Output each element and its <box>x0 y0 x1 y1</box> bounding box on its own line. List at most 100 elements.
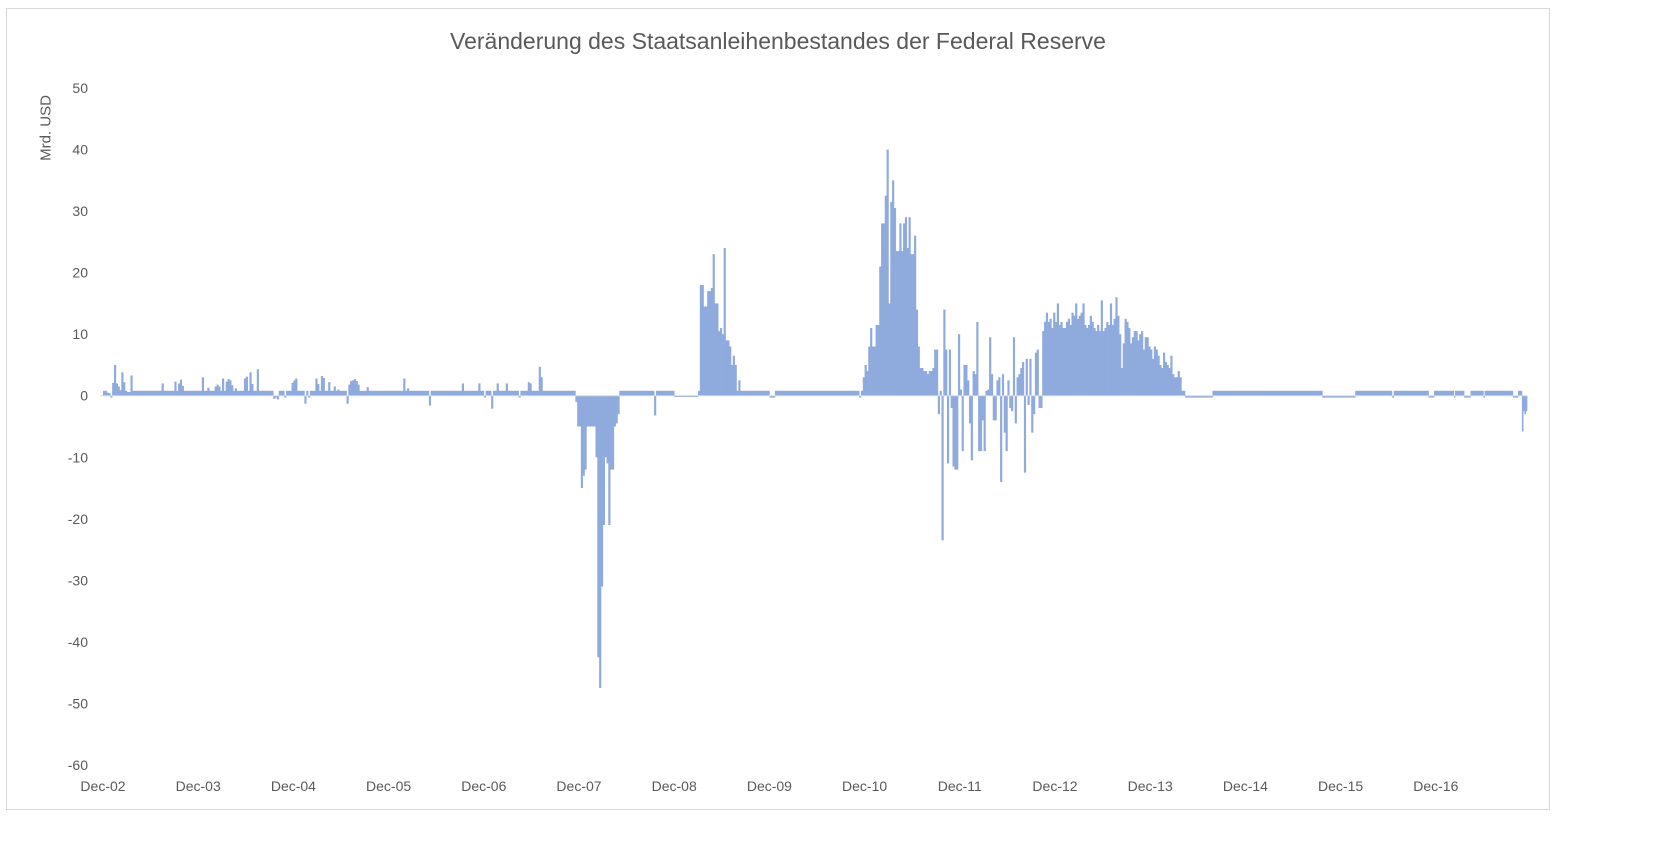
bar <box>1075 303 1078 396</box>
bar <box>593 395 596 427</box>
bar <box>1256 390 1259 396</box>
bar <box>1261 390 1265 396</box>
bar <box>807 390 811 396</box>
bar <box>860 390 864 396</box>
bar <box>749 390 752 396</box>
bar <box>815 390 818 396</box>
bar <box>198 390 201 396</box>
bar <box>1362 390 1365 396</box>
bar <box>619 390 622 396</box>
bar <box>864 364 867 396</box>
bar <box>635 390 638 396</box>
bar <box>458 390 461 396</box>
bar <box>1506 390 1509 396</box>
bar <box>1104 328 1107 396</box>
bar <box>577 395 580 427</box>
bar <box>780 390 783 396</box>
bar <box>302 390 305 396</box>
bar <box>546 390 549 396</box>
bar <box>1521 395 1524 432</box>
bar <box>1045 312 1049 396</box>
bar <box>817 390 820 396</box>
bar <box>910 254 913 396</box>
bar <box>1049 318 1052 396</box>
bar <box>608 395 611 525</box>
bar <box>762 390 765 396</box>
bar <box>1388 390 1391 396</box>
bar <box>450 390 454 396</box>
bar <box>1078 315 1081 396</box>
bar <box>516 390 519 396</box>
bar <box>507 390 510 396</box>
bar <box>183 390 186 396</box>
bar <box>1009 395 1012 409</box>
bar <box>156 390 159 396</box>
bar <box>879 266 882 396</box>
bar <box>1228 390 1232 396</box>
bar <box>308 395 311 398</box>
bar <box>163 390 166 396</box>
bar <box>278 390 281 396</box>
bar <box>304 395 307 404</box>
bar <box>690 395 693 397</box>
bar <box>1241 390 1244 396</box>
bar <box>705 306 708 396</box>
bar <box>665 390 668 396</box>
bar <box>403 378 406 396</box>
bar <box>483 395 486 398</box>
bar <box>1461 390 1464 396</box>
bar <box>624 390 627 396</box>
bar <box>549 390 552 396</box>
bar <box>1380 390 1384 396</box>
bar <box>1210 395 1213 398</box>
bar <box>243 378 247 396</box>
bar <box>1515 395 1518 398</box>
bar <box>1410 390 1413 396</box>
bar <box>1184 395 1188 398</box>
bar <box>892 180 895 396</box>
bar <box>536 390 540 396</box>
bar <box>1044 321 1047 396</box>
bar <box>685 395 688 397</box>
bar <box>1324 395 1327 398</box>
bar <box>989 337 992 396</box>
bar <box>1467 395 1470 398</box>
bar <box>1366 390 1369 396</box>
bar <box>531 390 534 396</box>
bar <box>727 340 730 396</box>
bar <box>491 395 494 409</box>
bar <box>1029 358 1032 396</box>
bar <box>740 390 743 396</box>
chart-area <box>6 8 1550 810</box>
bar <box>778 390 781 396</box>
bar <box>588 395 591 427</box>
bar <box>1469 395 1471 398</box>
bar <box>284 395 287 398</box>
bar <box>688 395 692 397</box>
x-tick-label: Dec-12 <box>1032 778 1077 794</box>
bar <box>1519 390 1521 396</box>
bar <box>611 395 615 470</box>
x-tick-label: Dec-15 <box>1318 778 1363 794</box>
bar <box>959 389 962 396</box>
bar <box>134 390 137 396</box>
bar <box>890 201 893 396</box>
bar <box>873 346 876 396</box>
bar <box>412 390 415 396</box>
bar <box>463 390 466 396</box>
bar <box>824 390 827 396</box>
bar <box>1355 390 1358 396</box>
bar <box>547 390 551 396</box>
bar <box>1062 328 1065 396</box>
bar <box>1501 390 1503 396</box>
bar <box>262 390 265 396</box>
bar <box>436 390 439 396</box>
bar <box>348 384 351 396</box>
bar <box>141 390 144 396</box>
bar <box>1036 349 1039 396</box>
bar <box>1243 390 1246 396</box>
bar <box>535 390 538 396</box>
bar <box>575 395 578 402</box>
bar <box>1025 358 1028 396</box>
bar <box>1212 390 1215 396</box>
